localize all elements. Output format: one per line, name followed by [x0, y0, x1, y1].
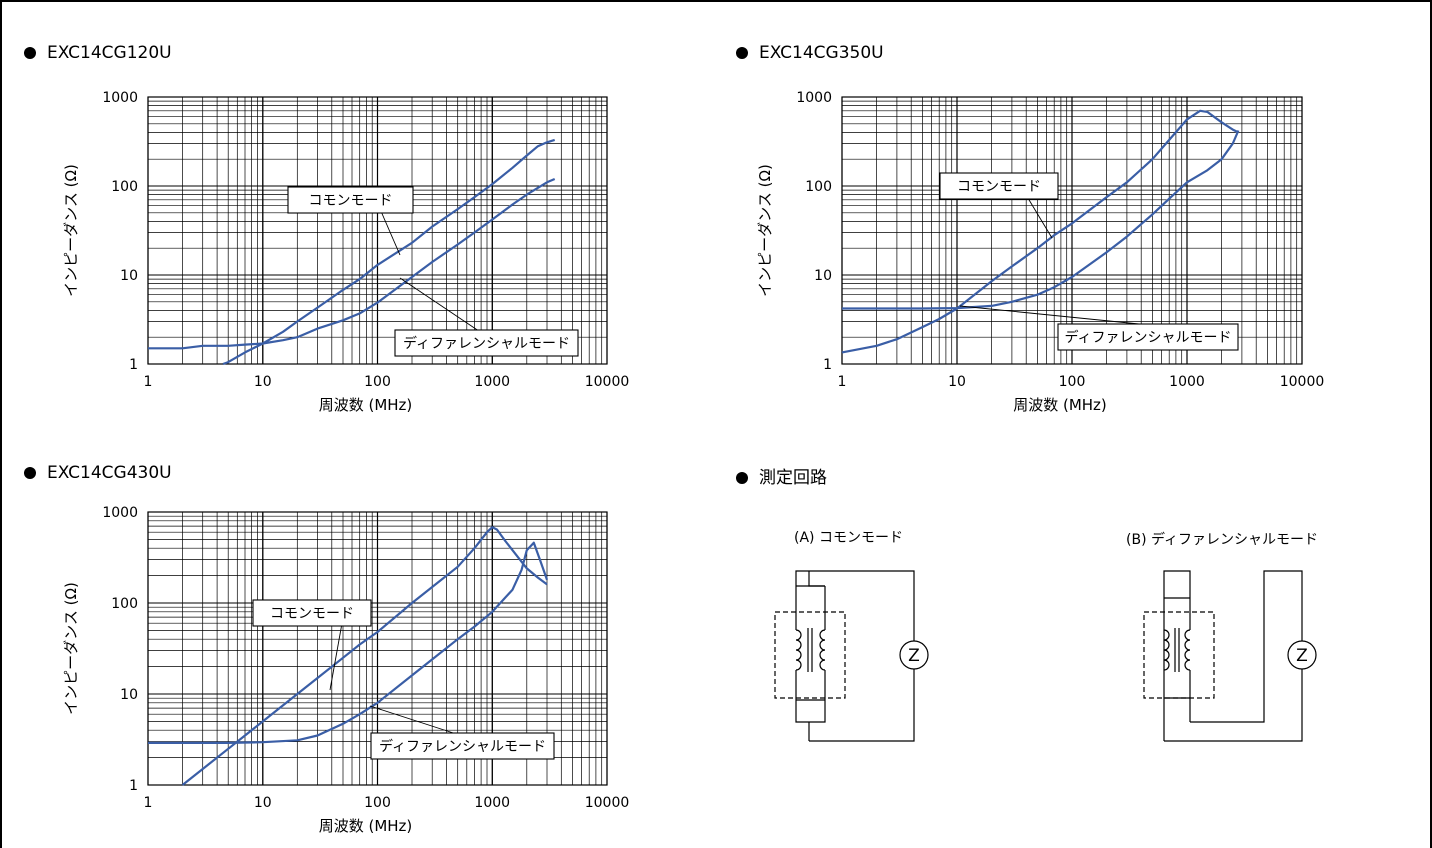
x-tick-label: 1 — [144, 374, 153, 390]
x-tick-label: 1000 — [474, 374, 510, 390]
callout-box — [370, 732, 555, 760]
differential-mode-curve — [148, 541, 549, 745]
impedance-meter-icon — [1287, 640, 1317, 670]
bullet-icon — [736, 472, 748, 484]
x-tick-label: 10 — [254, 795, 272, 811]
differential-mode-label: ディファレンシャルモード — [403, 335, 570, 352]
circuit-b-left-loop — [1163, 570, 1191, 741]
grid — [841, 96, 1303, 365]
differential-mode-label: ディファレンシャルモード — [379, 738, 546, 755]
coil-left-icon — [1163, 629, 1170, 671]
y-tick-label: 1000 — [102, 90, 138, 106]
plot-area-border — [147, 96, 608, 365]
callout-box — [1057, 323, 1239, 351]
x-tick-label: 1 — [144, 795, 153, 811]
circuit-a-wire-top-right — [808, 571, 825, 587]
x-tick-label: 100 — [364, 374, 391, 390]
common-mode-label: コモンモード — [309, 193, 393, 209]
differential-mode-label: ディファレンシャルモード — [1064, 329, 1231, 346]
y-tick-label: 100 — [111, 596, 138, 612]
x-tick-label: 10000 — [585, 374, 630, 390]
plot-area-border — [147, 511, 608, 786]
common-mode-label: コモンモード — [957, 179, 1041, 195]
panel-title-430u: EXC14CG430U — [24, 463, 172, 483]
y-tick-label: 100 — [111, 179, 138, 195]
plot-area-border — [841, 96, 1303, 365]
panel-title-350u: EXC14CG350U — [736, 43, 884, 63]
y-tick-label: 100 — [805, 179, 832, 195]
bullet-icon — [24, 47, 36, 59]
bullet-icon — [24, 467, 36, 479]
coil-right-icon — [819, 629, 826, 671]
x-tick-label: 1000 — [1169, 374, 1205, 390]
y-tick-label: 1 — [129, 778, 138, 794]
y-tick-label: 1 — [823, 357, 832, 373]
callout-leader-line — [399, 277, 478, 331]
circuit-b-label: (B) ディファレンシャルモード — [1126, 532, 1318, 548]
circuit-b-outer-wire — [1164, 570, 1303, 742]
x-tick-label: 10 — [948, 374, 966, 390]
callout-leader-line — [381, 212, 401, 256]
circuit-a-label: (A) コモンモード — [794, 530, 903, 546]
callout-box — [252, 599, 372, 627]
circuit-a-bottom-loop — [795, 700, 826, 723]
x-axis-label: 周波数 (MHz) — [319, 396, 413, 414]
panel-title-text: 測定回路 — [759, 468, 827, 488]
panel-title-text: EXC14CG430U — [47, 463, 172, 483]
y-axis-label: インピーダンス (Ω) — [62, 164, 80, 297]
meter-a-label: Z — [908, 646, 920, 666]
common-mode-curve — [841, 109, 1239, 354]
x-tick-label: 1 — [838, 374, 847, 390]
x-tick-label: 10 — [254, 374, 272, 390]
circuit-b — [1143, 570, 1317, 742]
callout-leader-line — [959, 305, 1140, 325]
panel-title-text: EXC14CG120U — [47, 43, 172, 63]
coil-left-icon — [795, 629, 802, 671]
y-tick-label: 1000 — [102, 505, 138, 521]
differential-mode-curve — [842, 130, 1240, 310]
x-tick-label: 10000 — [1280, 374, 1325, 390]
common-mode-label: コモンモード — [270, 606, 354, 622]
circuit-a — [774, 570, 929, 742]
common-mode-curve — [181, 526, 548, 786]
circuit-a-wire-top-left — [795, 570, 809, 586]
callout-leader-line — [1028, 198, 1053, 239]
impedance-meter-icon — [899, 640, 929, 670]
x-tick-label: 100 — [364, 795, 391, 811]
panel-title-120u: EXC14CG120U — [24, 43, 172, 63]
panel-title-circuit: 測定回路 — [736, 463, 827, 488]
x-tick-label: 1000 — [474, 795, 510, 811]
callout-box — [287, 186, 414, 214]
y-axis-label: インピーダンス (Ω) — [756, 164, 774, 297]
callout-box — [939, 172, 1059, 200]
circuit-b-filter-box — [1143, 611, 1215, 699]
common-mode-curve — [222, 138, 556, 366]
x-axis-label: 周波数 (MHz) — [319, 817, 413, 835]
meter-b-label: Z — [1296, 646, 1308, 666]
bullet-icon — [736, 47, 748, 59]
differential-mode-curve — [148, 177, 556, 350]
x-axis-label: 周波数 (MHz) — [1013, 396, 1107, 414]
y-tick-label: 10 — [120, 268, 138, 284]
y-tick-label: 10 — [120, 687, 138, 703]
callout-box — [394, 329, 579, 357]
y-tick-label: 1 — [129, 357, 138, 373]
x-tick-label: 10000 — [585, 795, 630, 811]
y-axis-label: インピーダンス (Ω) — [62, 582, 80, 715]
y-tick-label: 1000 — [796, 90, 832, 106]
coil-right-icon — [1184, 629, 1191, 671]
callout-leader-line — [329, 625, 342, 691]
panel-title-text: EXC14CG350U — [759, 43, 884, 63]
circuit-a-filter-box — [774, 611, 846, 699]
y-tick-label: 10 — [814, 268, 832, 284]
x-tick-label: 100 — [1059, 374, 1086, 390]
callout-leader-line — [369, 705, 454, 734]
